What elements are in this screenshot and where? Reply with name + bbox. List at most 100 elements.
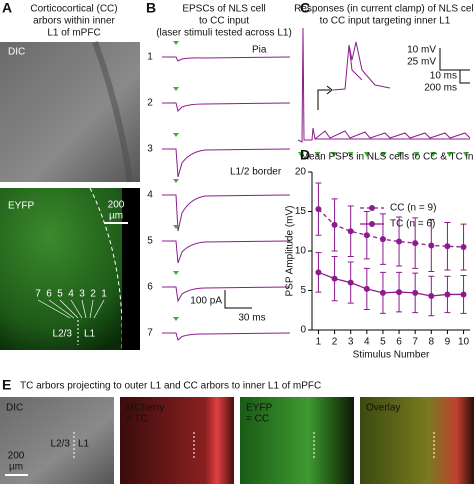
image bbox=[0, 397, 114, 484]
panel-letter: D bbox=[300, 147, 310, 163]
green-arrow bbox=[173, 271, 179, 275]
layer-label: L1 bbox=[78, 439, 90, 450]
green-arrow bbox=[413, 152, 420, 157]
data-point bbox=[460, 244, 467, 251]
scale-label: 200 ms bbox=[424, 83, 457, 94]
traces: 1 2 3 4 5 6 7 bbox=[147, 41, 291, 341]
layer-label: L1 bbox=[84, 329, 96, 340]
trace-number: 2 bbox=[147, 98, 153, 109]
panel-title: Corticocortical (CC) bbox=[30, 4, 117, 15]
layer-label: L2/3 bbox=[53, 329, 73, 340]
site-label: 5 bbox=[57, 289, 63, 300]
image-label: EYFP bbox=[8, 201, 34, 212]
green-arrow bbox=[173, 317, 179, 321]
green-arrow bbox=[173, 133, 179, 137]
scale-label: 100 pA bbox=[190, 296, 222, 307]
panel-letter: E bbox=[2, 377, 11, 393]
green-arrow bbox=[364, 152, 370, 157]
x-tick-label: 10 bbox=[458, 337, 470, 348]
site-label: 4 bbox=[68, 289, 74, 300]
zoom-trace bbox=[332, 41, 391, 91]
green-arrow bbox=[347, 152, 354, 157]
data-point bbox=[412, 289, 419, 296]
image-label: DIC bbox=[6, 403, 23, 414]
data-point bbox=[428, 293, 435, 300]
scale-label: 200 bbox=[108, 200, 125, 211]
y-tick-label: 20 bbox=[295, 167, 307, 178]
boundary bbox=[89, 187, 123, 351]
x-tick-label: 4 bbox=[364, 337, 370, 348]
green-arrow bbox=[430, 152, 436, 157]
trace bbox=[162, 102, 291, 112]
legend-label: TC (n = 6) bbox=[390, 219, 435, 230]
zoom-arrow bbox=[326, 85, 333, 95]
y-tick-label: 10 bbox=[295, 246, 307, 257]
pia-label: Pia bbox=[252, 45, 267, 56]
trace-number: 5 bbox=[147, 236, 153, 247]
trace-number: 3 bbox=[147, 144, 153, 155]
x-tick-label: 7 bbox=[412, 337, 418, 348]
data-point bbox=[444, 243, 451, 250]
data-point bbox=[412, 240, 419, 247]
trace bbox=[297, 27, 470, 143]
data-point bbox=[396, 289, 403, 296]
panel-letter: B bbox=[146, 0, 156, 16]
trace bbox=[162, 56, 291, 62]
background bbox=[122, 188, 140, 350]
site-line bbox=[70, 299, 83, 319]
site-label: 6 bbox=[46, 289, 52, 300]
series-line bbox=[318, 271, 464, 297]
panel-letter: A bbox=[2, 0, 12, 16]
data-point bbox=[379, 289, 386, 296]
chart-title: Mean PSPs in NLS cells to CC & TC input bbox=[301, 152, 474, 163]
panel-title: (laser stimuli tested across L1) bbox=[156, 28, 292, 39]
x-tick-label: 2 bbox=[332, 337, 338, 348]
layer-label: L2/3 bbox=[51, 439, 71, 450]
image bbox=[240, 397, 354, 484]
panel-title: Responses (in current clamp) of NLS cell bbox=[294, 4, 474, 15]
site-line bbox=[37, 299, 71, 319]
x-axis-label: Stimulus Number bbox=[353, 350, 430, 361]
image-label: = TC bbox=[126, 414, 148, 425]
data-point bbox=[428, 242, 435, 249]
data-point bbox=[363, 232, 370, 239]
image bbox=[120, 397, 234, 484]
scale-label: 10 mV bbox=[407, 45, 436, 56]
scale-label: µm bbox=[109, 211, 123, 222]
trace bbox=[162, 332, 291, 341]
y-axis-label: PSP Amplitude (mV) bbox=[285, 206, 296, 297]
trace bbox=[162, 194, 291, 232]
panel-title: EPSCs of NLS cell bbox=[182, 4, 265, 15]
trace-number: 6 bbox=[147, 282, 153, 293]
site-line bbox=[81, 299, 87, 319]
green-arrow bbox=[380, 152, 387, 157]
site-label: 3 bbox=[79, 289, 85, 300]
image-label: EYFP bbox=[246, 403, 272, 414]
panel-letter: C bbox=[300, 0, 310, 16]
legend-marker bbox=[369, 221, 375, 227]
site-line bbox=[89, 299, 94, 319]
data-point bbox=[331, 221, 338, 228]
site-label: 7 bbox=[35, 289, 41, 300]
scale-label: 30 ms bbox=[238, 313, 265, 324]
image bbox=[360, 397, 474, 484]
trace bbox=[162, 240, 291, 264]
x-tick-label: 8 bbox=[429, 337, 435, 348]
scale-bar bbox=[439, 48, 470, 84]
image-label: DIC bbox=[8, 47, 25, 58]
trace-number: 4 bbox=[147, 190, 153, 201]
y-tick-label: 5 bbox=[300, 285, 306, 296]
data-point bbox=[460, 291, 467, 298]
legend-label: CC (n = 9) bbox=[390, 203, 436, 214]
x-tick-label: 1 bbox=[316, 337, 322, 348]
series-line bbox=[317, 208, 464, 248]
panel-title: to CC input bbox=[199, 16, 249, 27]
green-arrow bbox=[446, 152, 453, 157]
tissue-edge bbox=[92, 40, 133, 183]
x-tick-label: 3 bbox=[348, 337, 354, 348]
data-point bbox=[363, 285, 370, 292]
data-point bbox=[347, 279, 354, 286]
green-arrow bbox=[463, 152, 469, 157]
